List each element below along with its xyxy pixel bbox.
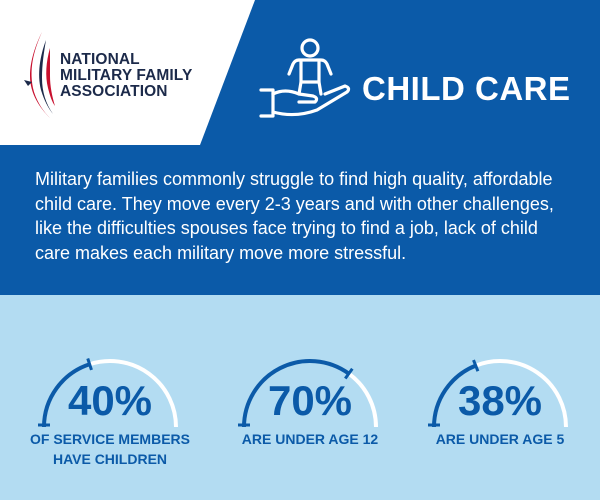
logo-panel — [0, 0, 600, 145]
gauge-marker — [472, 359, 480, 372]
stat-under-5: 38% ARE UNDER AGE 5 — [410, 339, 590, 479]
page-title: CHILD CARE — [362, 70, 571, 107]
gauge-filled-arc — [432, 363, 477, 428]
logo-line: NATIONAL — [60, 51, 140, 68]
logo-panel-background — [0, 0, 255, 145]
stat-label: ARE UNDER AGE 5 — [410, 429, 590, 449]
stat-label-line: ARE UNDER AGE 12 — [241, 431, 379, 447]
stat-under-12: 70% ARE UNDER AGE 12 — [220, 339, 400, 479]
association-logo-icon — [24, 32, 55, 118]
gauge-marker — [86, 358, 93, 371]
stat-label: ARE UNDER AGE 12 — [220, 429, 400, 449]
intro-text: Military families commonly struggle to f… — [35, 169, 554, 263]
gauge-filled-arc — [242, 359, 350, 428]
stat-service-members: 40% OF SERVICE MEMBERS HAVE CHILDREN — [20, 339, 200, 479]
hand-holding-child-icon — [259, 38, 351, 118]
stat-gauge — [238, 359, 378, 428]
stat-label-line: HAVE CHILDREN — [52, 451, 168, 467]
stat-gauge — [428, 359, 568, 428]
gauge-remaining-arc — [347, 371, 378, 428]
gauge-remaining-arc — [474, 359, 568, 428]
header-band: NATIONAL MILITARY FAMILY ASSOCIATION CHI… — [0, 0, 600, 145]
stat-gauge — [38, 358, 178, 428]
intro-section: Military families commonly struggle to f… — [0, 145, 600, 295]
gauge-filled-arc — [42, 362, 91, 428]
stat-value: 40% — [67, 377, 153, 424]
gauge-remaining-arc — [88, 359, 178, 428]
logo-line: MILITARY FAMILY — [60, 67, 193, 84]
stat-label-line: ARE UNDER AGE 5 — [435, 431, 565, 447]
stat-label: OF SERVICE MEMBERS HAVE CHILDREN — [20, 429, 200, 469]
logo-line: ASSOCIATION — [60, 83, 168, 100]
stat-value: 70% — [267, 377, 353, 424]
association-logo-text: NATIONAL MILITARY FAMILY ASSOCIATION — [60, 52, 192, 100]
gauge-marker — [344, 367, 354, 380]
stat-label-line: OF SERVICE MEMBERS — [30, 431, 190, 447]
stats-section: 40% OF SERVICE MEMBERS HAVE CHILDREN 70%… — [0, 295, 600, 500]
stat-value: 38% — [457, 377, 543, 424]
